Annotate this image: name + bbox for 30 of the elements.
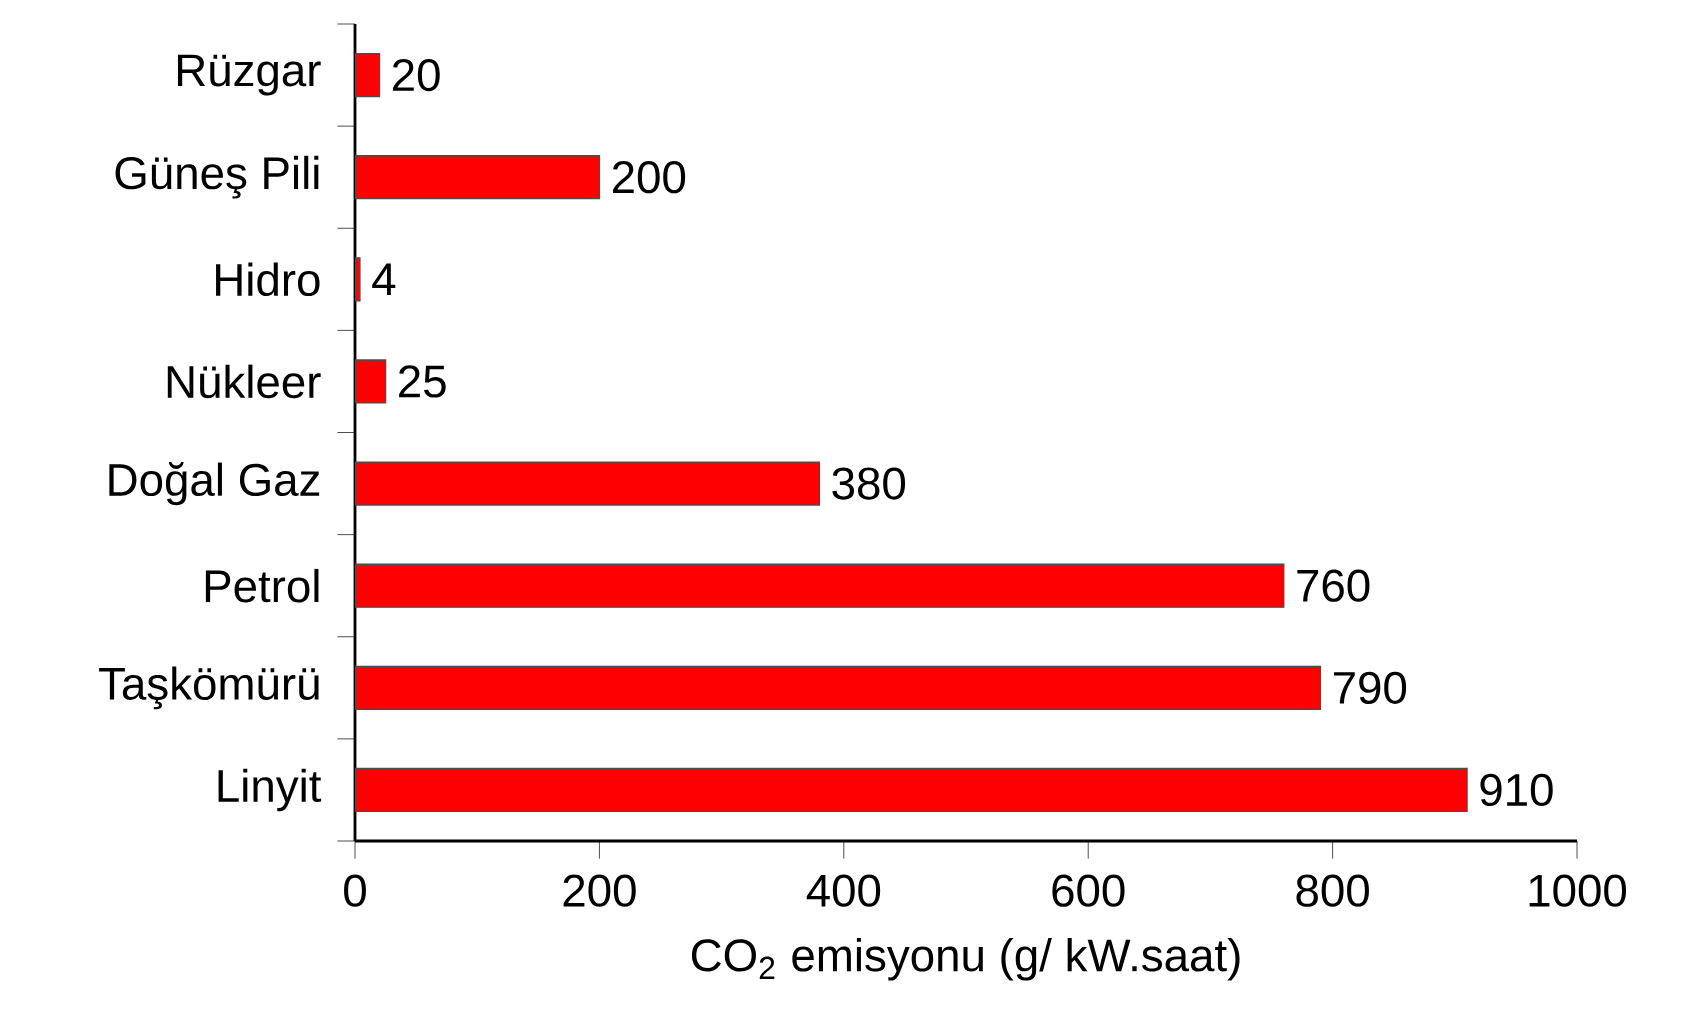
x-axis-title: CO$_{2}$ emisyonu (g/ kW.saat) <box>691 938 1240 981</box>
data-label: 4 <box>372 263 396 296</box>
data-label: 760 <box>1297 569 1370 602</box>
y-tick-label: Petrol <box>205 568 319 603</box>
data-label: 200 <box>612 161 686 194</box>
bar <box>355 359 387 404</box>
data-label: 25 <box>399 365 446 398</box>
y-tick-label: Hidro <box>216 262 320 297</box>
bar <box>355 52 381 98</box>
data-label: 790 <box>1334 671 1407 704</box>
x-tick-label: 200 <box>563 874 636 907</box>
data-label: 380 <box>832 467 906 500</box>
data-label: 910 <box>1480 773 1553 807</box>
x-tick-label: 1000 <box>1529 874 1627 907</box>
y-tick-label: Taşkömürü <box>99 666 319 710</box>
y-tick-label: Güneş Pili <box>115 155 319 199</box>
x-tick-label: 800 <box>1296 874 1369 907</box>
bar <box>355 665 1322 710</box>
bar <box>355 461 821 506</box>
y-tick-label: Nükleer <box>167 364 321 399</box>
y-tick-label: Doğal Gaz <box>109 462 320 506</box>
bar <box>355 767 1468 813</box>
y-tick-label: Rüzgar <box>177 54 321 96</box>
y-tick-label: Linyit <box>218 768 322 812</box>
x-tick-label: 400 <box>806 874 881 907</box>
x-tick-label: 600 <box>1052 874 1125 907</box>
data-label: 20 <box>393 58 440 92</box>
bar <box>355 563 1285 608</box>
bar <box>355 155 601 200</box>
x-tick-label: 0 <box>344 874 366 907</box>
